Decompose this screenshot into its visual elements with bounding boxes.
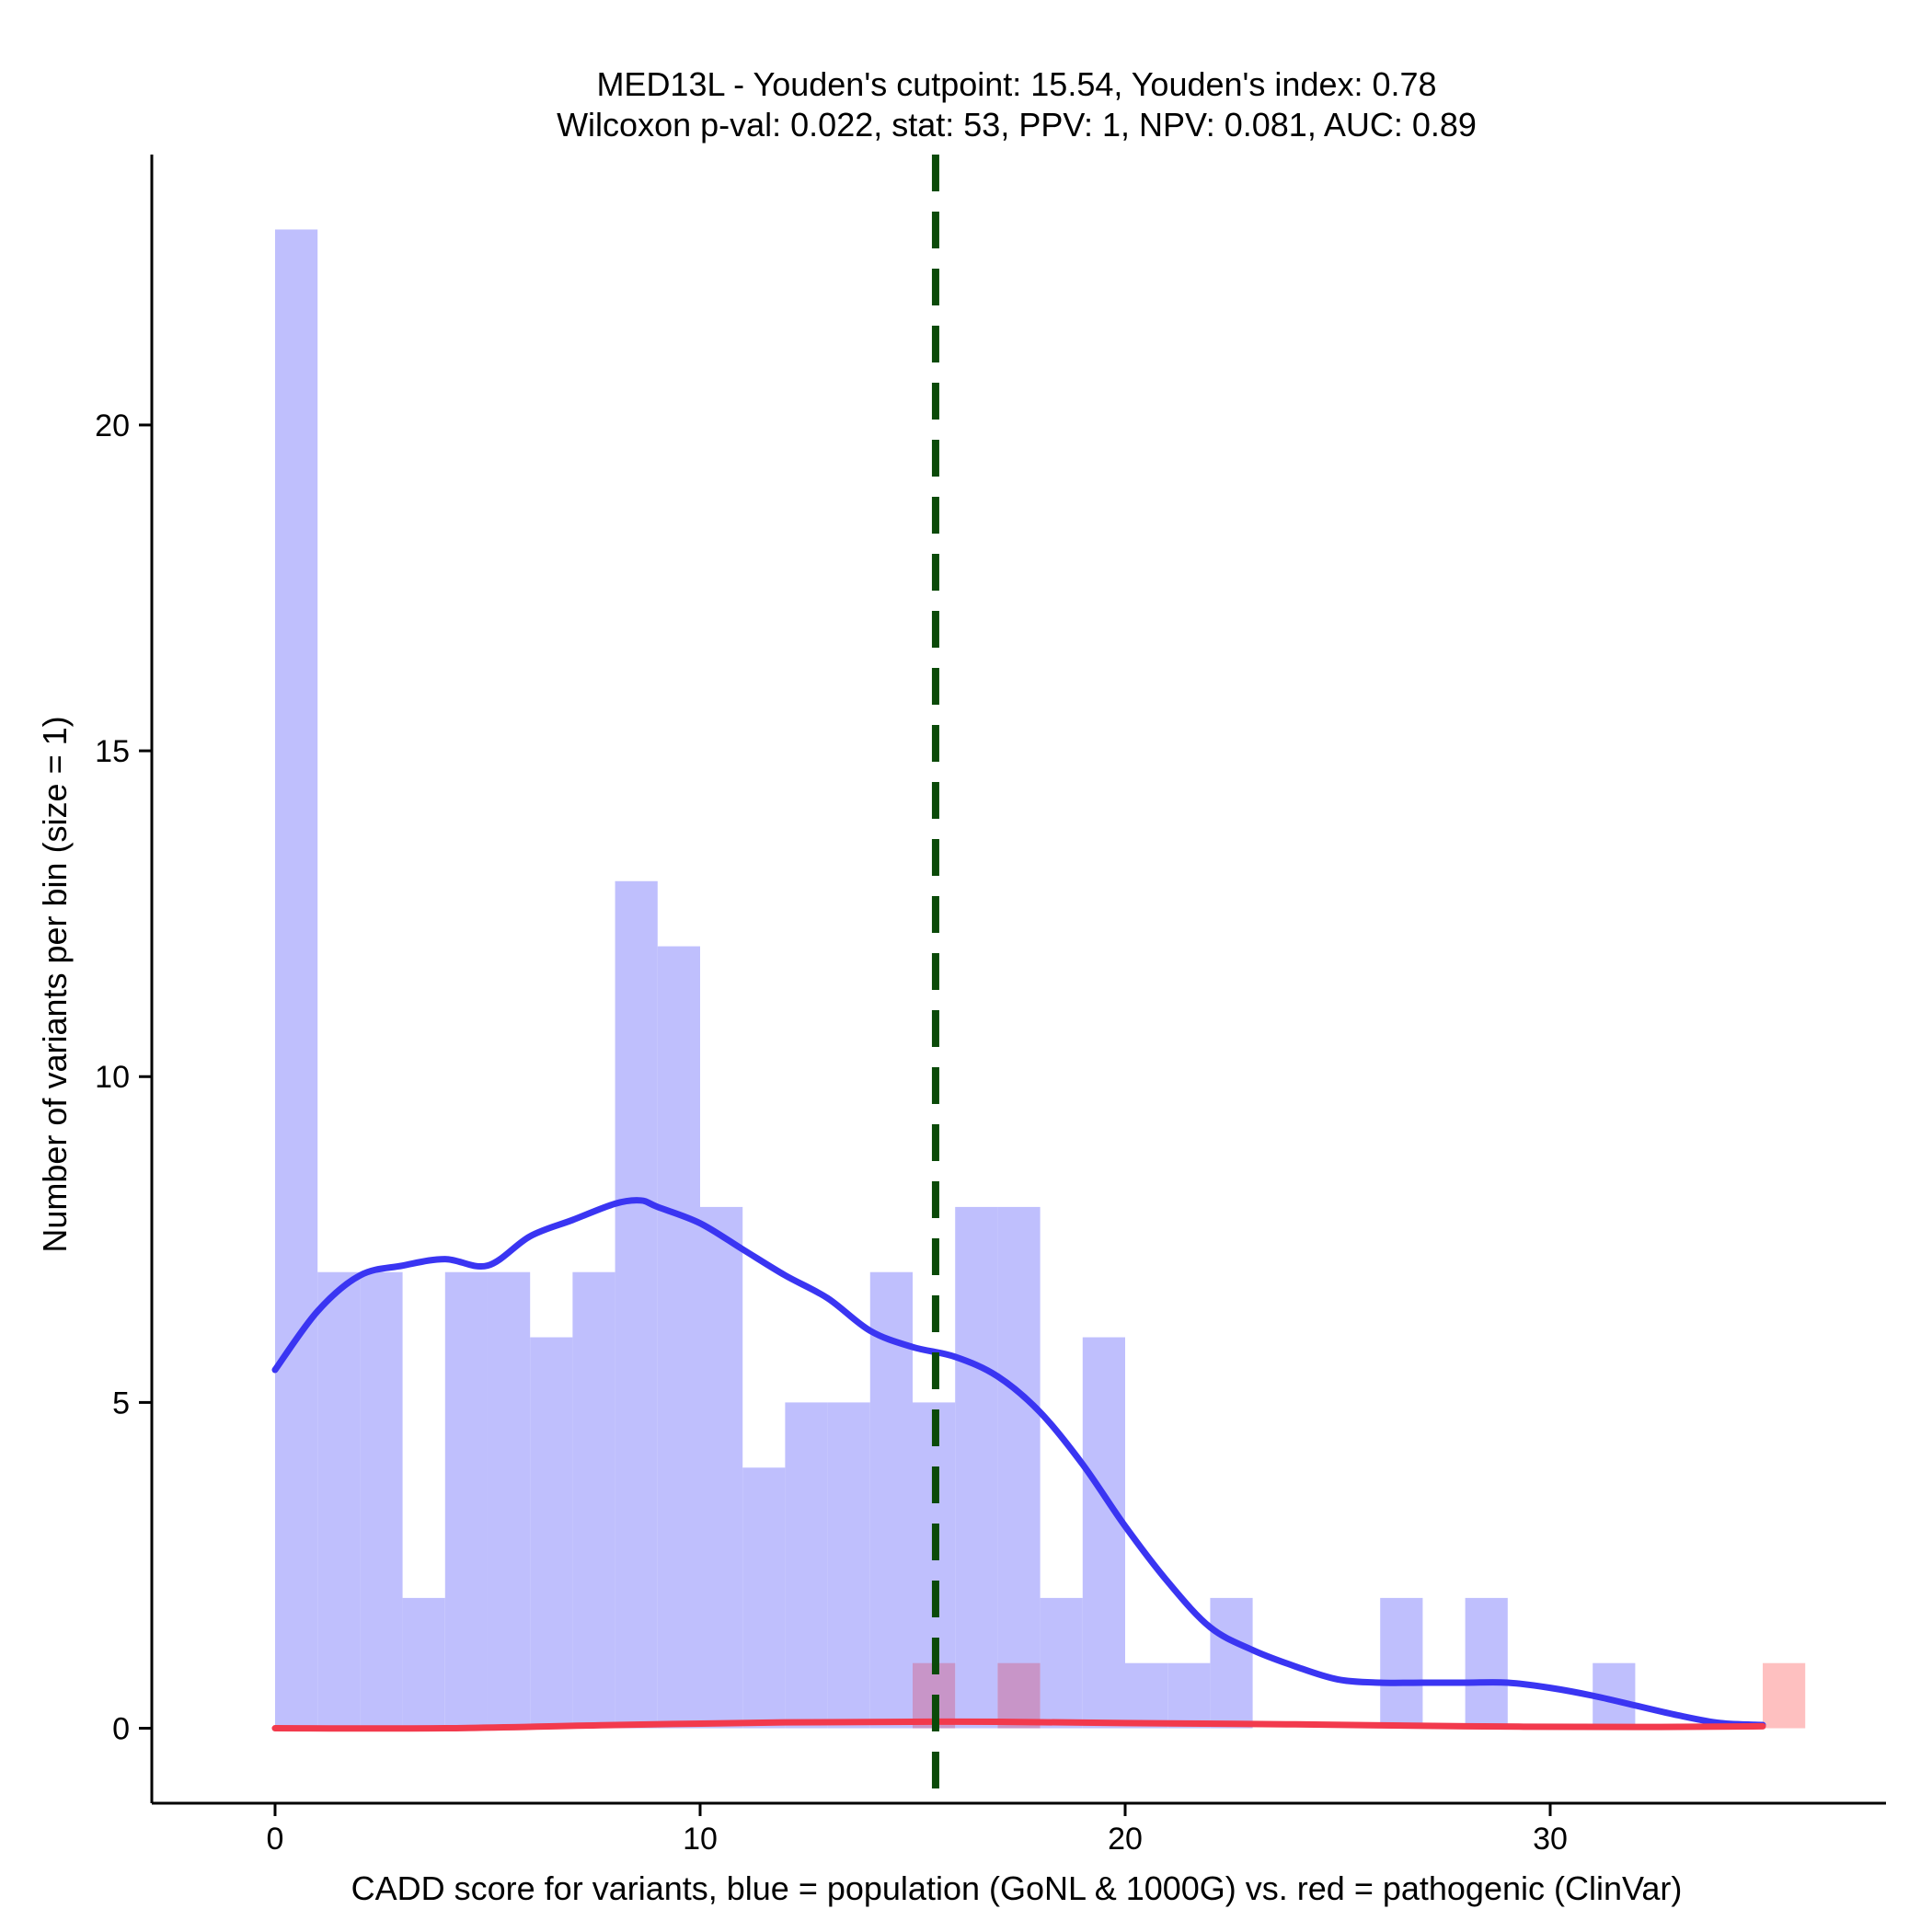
x-tick-label: 30 [1533,1822,1568,1857]
y-tick-label: 15 [95,734,130,769]
population-bar [657,946,700,1729]
x-tick-label: 0 [267,1822,284,1857]
x-tick-label: 10 [683,1822,718,1857]
population-bar [572,1271,615,1729]
population-bar [827,1402,870,1729]
y-axis-label: Number of variants per bin (size = 1) [36,716,74,1252]
population-bar [274,229,318,1729]
population-bar [785,1402,828,1729]
x-axis-label: CADD score for variants, blue = populati… [351,1869,1683,1907]
population-bar [317,1271,361,1729]
population-bar [1167,1662,1211,1729]
x-tick-label: 20 [1108,1822,1143,1857]
population-bar [742,1467,786,1729]
chart-title-line2: Wilcoxon p-val: 0.022, stat: 53, PPV: 1,… [557,106,1477,144]
population-bar [487,1271,531,1729]
population-bar [402,1597,445,1729]
pathogenic-bar [997,1662,1041,1729]
population-bar [1465,1597,1508,1729]
y-tick-label: 5 [112,1386,130,1420]
population-density-line [271,1197,1766,1729]
population-bar [997,1206,1041,1729]
y-tick-label: 20 [95,408,130,443]
population-bar [1040,1597,1083,1729]
population-bar [1210,1597,1253,1729]
population-bar [530,1337,573,1729]
chart-title-line1: MED13L - Youden's cutpoint: 15.54, Youde… [596,65,1436,103]
population-bar [360,1271,403,1729]
population-bar [699,1206,743,1729]
axes: 0 10 20 30 0 5 10 15 20 [95,155,1886,1857]
pathogenic-bar [1763,1662,1806,1729]
density-curves [271,1197,1766,1732]
pathogenic-density-line [271,1718,1766,1732]
y-tick-label: 10 [95,1060,130,1095]
population-bar [1125,1662,1168,1729]
population-bar [1380,1597,1423,1729]
population-bar [955,1206,998,1729]
population-bar [615,880,658,1729]
population-bars [274,229,1636,1729]
y-tick-label: 0 [112,1712,130,1747]
population-bar [1082,1337,1126,1729]
population-bar [444,1271,488,1729]
